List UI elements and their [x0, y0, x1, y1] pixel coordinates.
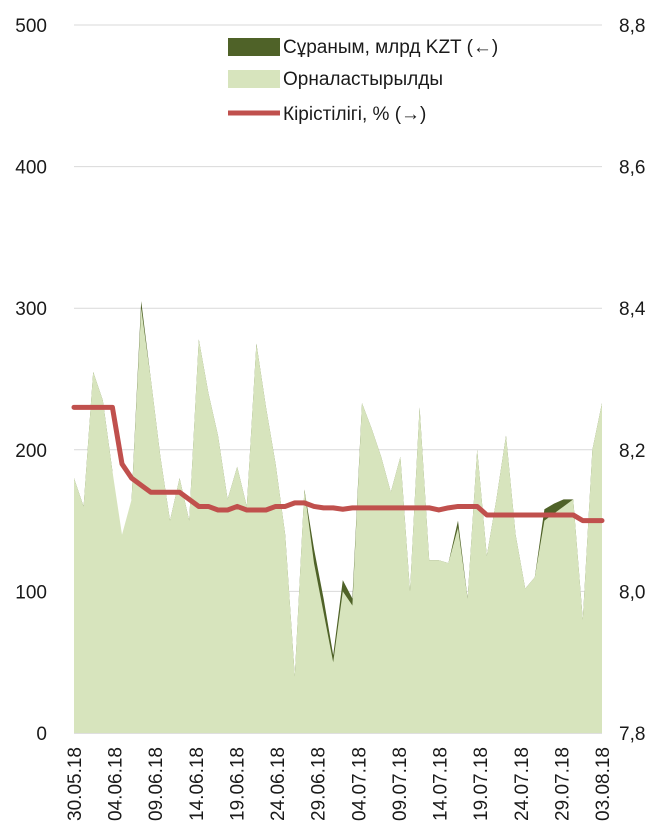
- area-placed: [74, 308, 602, 733]
- x-tick-label: 14.06.18: [187, 747, 208, 821]
- x-tick-label: 04.06.18: [106, 747, 127, 821]
- x-axis: 30.05.18 04.06.18 09.06.18 14.06.18 19.06.18…: [65, 747, 614, 821]
- y-left-tick-label: 100: [15, 582, 47, 603]
- x-tick-label: 09.06.18: [146, 747, 167, 821]
- y-left-tick-label: 200: [15, 441, 47, 462]
- series-areas: [74, 301, 602, 733]
- x-tick-label: 19.07.18: [471, 747, 492, 821]
- series-line: [71, 404, 605, 524]
- y-right-tick-label: 8,0: [619, 582, 645, 603]
- x-tick-label: 04.07.18: [349, 747, 370, 821]
- y-right-tick-label: 8,4: [619, 299, 646, 320]
- y-right-tick-label: 8,2: [619, 441, 645, 462]
- legend-swatch-demand: [228, 38, 280, 56]
- y-left-tick-label: 0: [36, 724, 47, 745]
- y-axis-left: 0 100 200 300 400 500: [15, 16, 47, 745]
- x-tick-label: 29.07.18: [552, 747, 573, 821]
- line-yield: [71, 404, 605, 524]
- legend-swatch-placed: [228, 70, 280, 88]
- legend-label-placed: Орналастырылды: [283, 69, 443, 90]
- x-tick-label: 09.07.18: [390, 747, 411, 821]
- legend-label-yield: Кірістілігі, % (→): [283, 104, 426, 125]
- y-right-tick-label: 8,6: [619, 158, 645, 179]
- legend: Сұраным, млрд KZT (←) Орналастырылды Кір…: [228, 37, 498, 125]
- y-left-tick-label: 500: [15, 16, 47, 37]
- y-right-tick-label: 7,8: [619, 724, 645, 745]
- x-tick-label: 03.08.18: [593, 747, 614, 821]
- y-left-tick-label: 400: [15, 158, 47, 179]
- y-axis-right: 7,8 8,0 8,2 8,4 8,6 8,8: [619, 16, 646, 745]
- x-tick-label: 19.06.18: [227, 747, 248, 821]
- x-tick-label: 24.06.18: [268, 747, 289, 821]
- y-left-tick-label: 300: [15, 299, 47, 320]
- x-tick-label: 14.07.18: [431, 747, 452, 821]
- y-right-tick-label: 8,8: [619, 16, 645, 37]
- x-tick-label: 29.06.18: [309, 747, 330, 821]
- x-tick-label: 24.07.18: [512, 747, 533, 821]
- legend-label-demand: Сұраным, млрд KZT (←): [283, 37, 498, 58]
- x-tick-label: 30.05.18: [65, 747, 86, 821]
